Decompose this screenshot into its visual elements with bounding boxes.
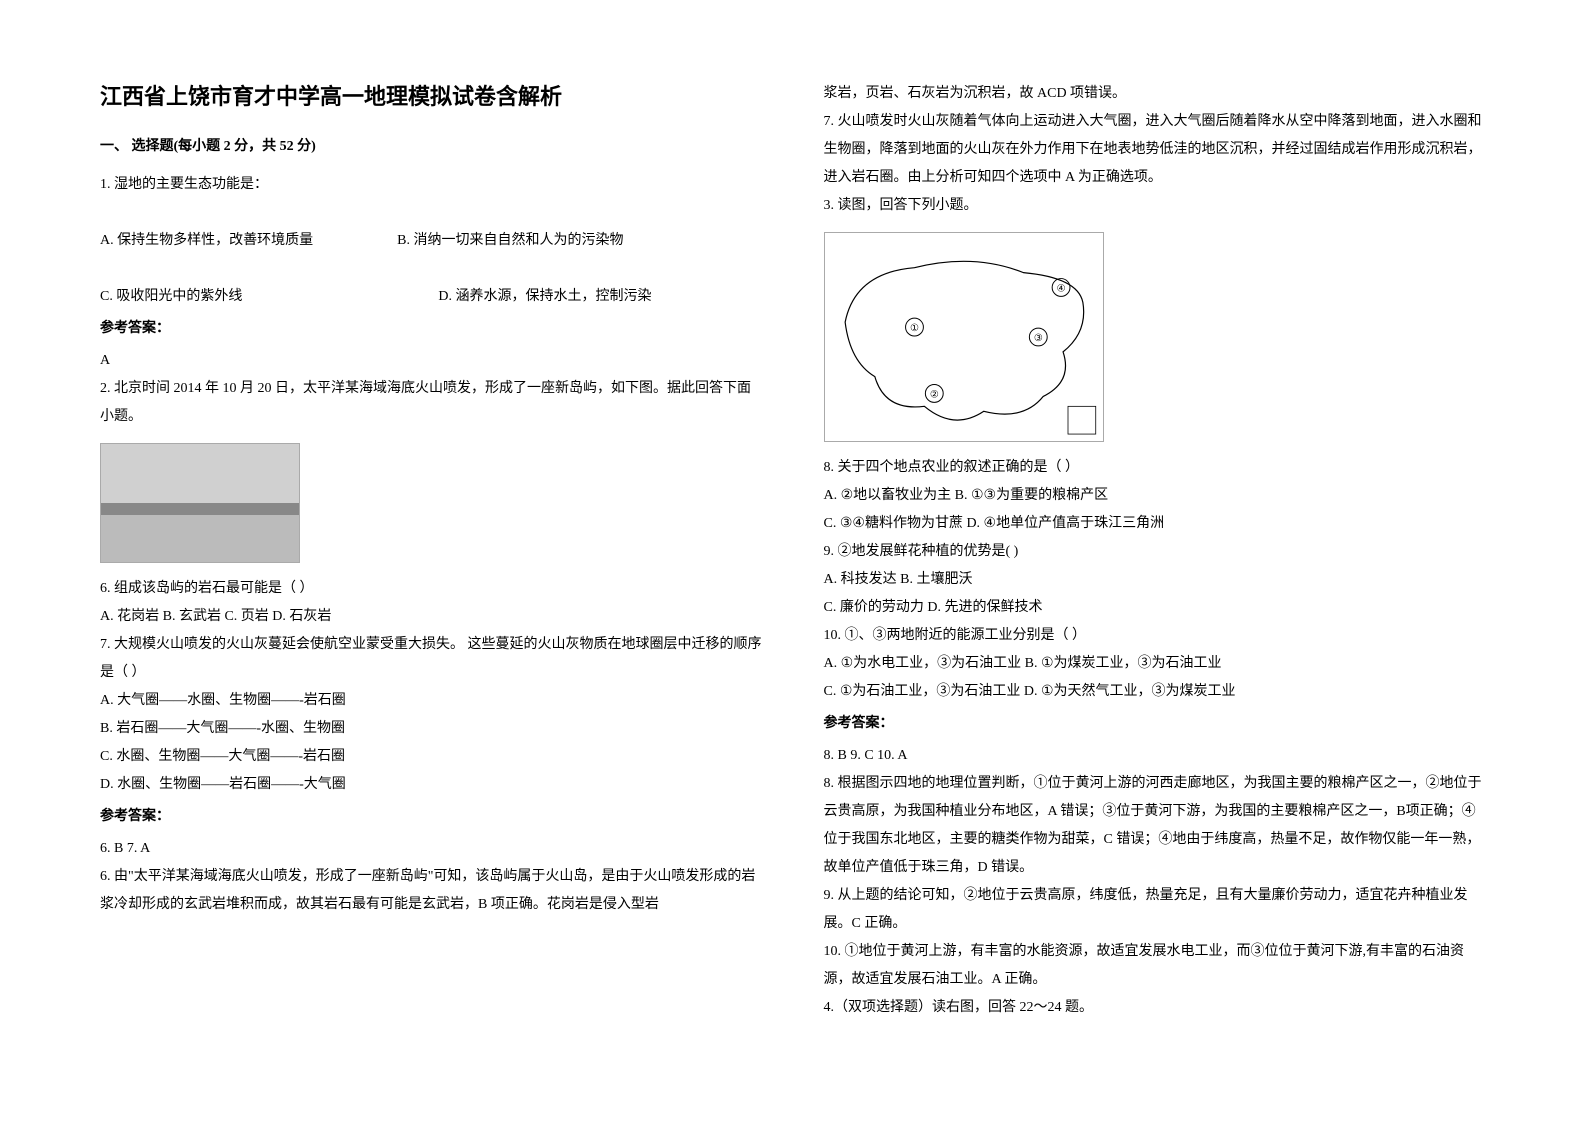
document-title: 江西省上饶市育才中学高一地理模拟试卷含解析 bbox=[100, 80, 764, 113]
svg-text:④: ④ bbox=[1056, 283, 1065, 294]
q2-sub7: 7. 大规模火山喷发的火山灰蔓延会使航空业蒙受重大损失。 这些蔓延的火山灰物质在… bbox=[100, 631, 764, 687]
q3-sub9-cd: C. 廉价的劳动力 D. 先进的保鲜技术 bbox=[824, 594, 1488, 622]
left-column: 江西省上饶市育才中学高一地理模拟试卷含解析 一、 选择题(每小题 2 分，共 5… bbox=[100, 80, 764, 1082]
q1-answer: A bbox=[100, 347, 764, 375]
q2-sub6: 6. 组成该岛屿的岩石最可能是（ ） bbox=[100, 575, 764, 603]
q3-sub8-cd: C. ③④糖料作物为甘蔗 D. ④地单位产值高于珠江三角洲 bbox=[824, 510, 1488, 538]
q1-option-ab: A. 保持生物多样性，改善环境质量 B. 消纳一切来自自然和人为的污染物 bbox=[100, 227, 764, 255]
q1-option-d: D. 涵养水源，保持水土，控制污染 bbox=[438, 289, 651, 304]
q2-sub7-b: B. 岩石圈——大气圈——-水圈、生物圈 bbox=[100, 715, 764, 743]
q4-stem: 4.（双项选择题）读右图，回答 22～24 题。 bbox=[824, 994, 1488, 1022]
q2-sub7-d: D. 水圈、生物圈——岩石圈——-大气圈 bbox=[100, 771, 764, 799]
q3-answer-label: 参考答案： bbox=[824, 710, 1488, 738]
q3-sub10: 10. ①、③两地附近的能源工业分别是（ ） bbox=[824, 622, 1488, 650]
china-map-image: ① ② ③ ④ bbox=[824, 232, 1104, 442]
q3-sub8-ab: A. ②地以畜牧业为主 B. ①③为重要的粮棉产区 bbox=[824, 482, 1488, 510]
q1-option-b: B. 消纳一切来自自然和人为的污染物 bbox=[397, 233, 623, 248]
q3-sub9: 9. ②地发展鲜花种植的优势是( ) bbox=[824, 538, 1488, 566]
q3-explain10: 10. ①地位于黄河上游，有丰富的水能资源，故适宜发展水电工业，而③位位于黄河下… bbox=[824, 938, 1488, 994]
q1-option-c: C. 吸收阳光中的紫外线 bbox=[100, 289, 242, 304]
q2-sub7-a: A. 大气圈——水圈、生物圈——-岩石圈 bbox=[100, 687, 764, 715]
q3-stem: 3. 读图，回答下列小题。 bbox=[824, 192, 1488, 220]
q3-sub10-ab: A. ①为水电工业，③为石油工业 B. ①为煤炭工业，③为石油工业 bbox=[824, 650, 1488, 678]
section-1-header: 一、 选择题(每小题 2 分，共 52 分) bbox=[100, 133, 764, 161]
q1-stem: 1. 湿地的主要生态功能是： bbox=[100, 171, 764, 199]
q3-sub10-cd: C. ①为石油工业，③为石油工业 D. ①为天然气工业，③为煤炭工业 bbox=[824, 678, 1488, 706]
q3-answer: 8. B 9. C 10. A bbox=[824, 742, 1488, 770]
q1-option-cd: C. 吸收阳光中的紫外线 D. 涵养水源，保持水土，控制污染 bbox=[100, 283, 764, 311]
q3-explain8: 8. 根据图示四地的地理位置判断，①位于黄河上游的河西走廊地区，为我国主要的粮棉… bbox=[824, 770, 1488, 882]
q1-answer-label: 参考答案： bbox=[100, 315, 764, 343]
q2-explain6: 6. 由"太平洋某海域海底火山喷发，形成了一座新岛屿"可知，该岛屿属于火山岛，是… bbox=[100, 863, 764, 919]
q3-explain9: 9. 从上题的结论可知，②地位于云贵高原，纬度低，热量充足，且有大量廉价劳动力，… bbox=[824, 882, 1488, 938]
q3-sub8: 8. 关于四个地点农业的叙述正确的是（ ） bbox=[824, 454, 1488, 482]
svg-text:③: ③ bbox=[1033, 333, 1042, 344]
right-column: 浆岩，页岩、石灰岩为沉积岩，故 ACD 项错误。 7. 火山喷发时火山灰随着气体… bbox=[824, 80, 1488, 1082]
q2-explain7: 7. 火山喷发时火山灰随着气体向上运动进入大气圈，进入大气圈后随着降水从空中降落… bbox=[824, 108, 1488, 192]
q2-stem: 2. 北京时间 2014 年 10 月 20 日，太平洋某海域海底火山喷发，形成… bbox=[100, 375, 764, 431]
q2-answer: 6. B 7. A bbox=[100, 835, 764, 863]
svg-text:①: ① bbox=[910, 323, 919, 334]
q1-option-a: A. 保持生物多样性，改善环境质量 bbox=[100, 233, 313, 248]
q3-sub9-ab: A. 科技发达 B. 土壤肥沃 bbox=[824, 566, 1488, 594]
q2-answer-label: 参考答案： bbox=[100, 803, 764, 831]
q2-sub7-c: C. 水圈、生物圈——大气圈——-岩石圈 bbox=[100, 743, 764, 771]
q2-sub6-opts: A. 花岗岩 B. 玄武岩 C. 页岩 D. 石灰岩 bbox=[100, 603, 764, 631]
svg-text:②: ② bbox=[929, 389, 938, 400]
q2-explain6b: 浆岩，页岩、石灰岩为沉积岩，故 ACD 项错误。 bbox=[824, 80, 1488, 108]
volcano-island-image bbox=[100, 443, 300, 563]
